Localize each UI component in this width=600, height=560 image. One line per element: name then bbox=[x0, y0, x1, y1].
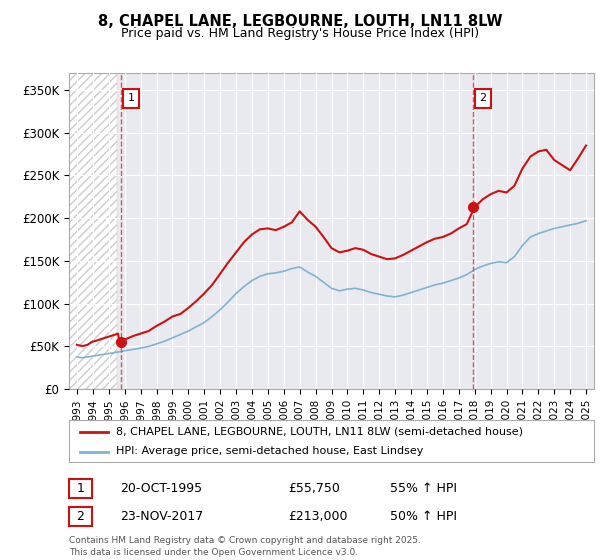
Text: 50% ↑ HPI: 50% ↑ HPI bbox=[390, 510, 457, 523]
Text: £55,750: £55,750 bbox=[288, 482, 340, 495]
Text: HPI: Average price, semi-detached house, East Lindsey: HPI: Average price, semi-detached house,… bbox=[116, 446, 424, 456]
Text: 8, CHAPEL LANE, LEGBOURNE, LOUTH, LN11 8LW: 8, CHAPEL LANE, LEGBOURNE, LOUTH, LN11 8… bbox=[98, 14, 502, 29]
Bar bbox=[69, 73, 117, 389]
Text: £213,000: £213,000 bbox=[288, 510, 347, 523]
Text: 1: 1 bbox=[76, 482, 85, 495]
Text: 8, CHAPEL LANE, LEGBOURNE, LOUTH, LN11 8LW (semi-detached house): 8, CHAPEL LANE, LEGBOURNE, LOUTH, LN11 8… bbox=[116, 427, 523, 437]
Text: 20-OCT-1995: 20-OCT-1995 bbox=[120, 482, 202, 495]
Text: Price paid vs. HM Land Registry's House Price Index (HPI): Price paid vs. HM Land Registry's House … bbox=[121, 27, 479, 40]
Text: 23-NOV-2017: 23-NOV-2017 bbox=[120, 510, 203, 523]
Text: 55% ↑ HPI: 55% ↑ HPI bbox=[390, 482, 457, 495]
Text: 1: 1 bbox=[128, 94, 135, 104]
Text: 2: 2 bbox=[76, 510, 85, 523]
Text: 2: 2 bbox=[479, 94, 487, 104]
Text: Contains HM Land Registry data © Crown copyright and database right 2025.
This d: Contains HM Land Registry data © Crown c… bbox=[69, 536, 421, 557]
